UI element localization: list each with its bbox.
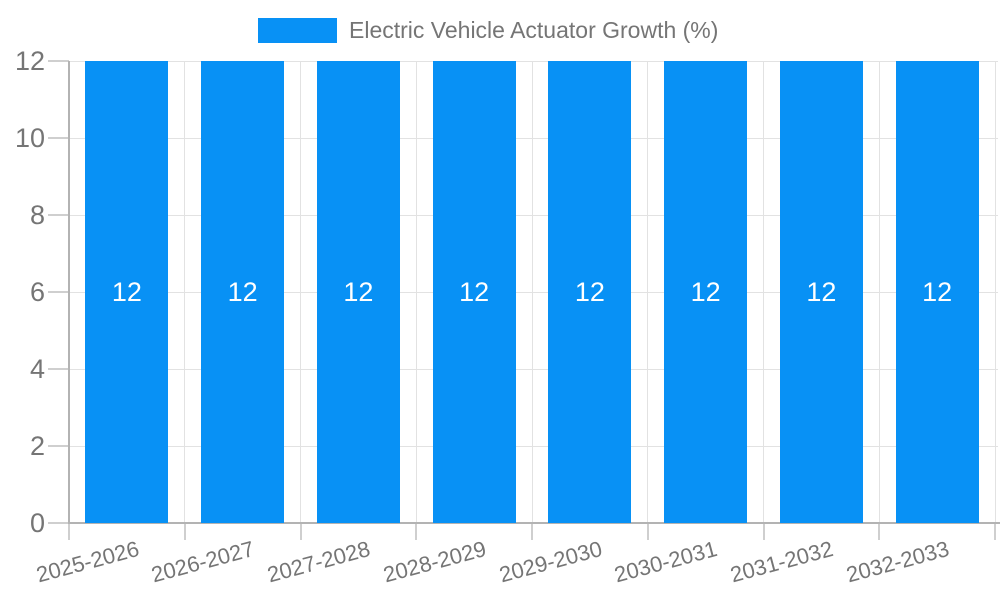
bar[interactable] xyxy=(85,61,169,523)
x-axis-line xyxy=(68,522,1000,524)
y-axis-label: 6 xyxy=(29,277,45,307)
y-tick xyxy=(48,214,69,216)
legend-label: Electric Vehicle Actuator Growth (%) xyxy=(349,17,719,43)
bar-value-label: 12 xyxy=(111,277,142,307)
v-gridline xyxy=(647,61,649,523)
x-axis-label: 2025-2026 xyxy=(33,536,142,588)
bar-value-label: 12 xyxy=(690,277,721,307)
v-gridline xyxy=(300,61,301,523)
y-axis-label: 12 xyxy=(14,46,45,76)
bar[interactable] xyxy=(779,61,863,523)
x-tick xyxy=(415,523,418,540)
x-axis-label: 2026-2027 xyxy=(148,536,258,588)
h-gridline xyxy=(69,137,998,139)
x-axis-label: 2030-2031 xyxy=(611,536,721,588)
x-tick xyxy=(68,523,70,540)
y-tick xyxy=(48,522,69,524)
bar-value-label: 12 xyxy=(227,277,258,307)
x-tick xyxy=(183,523,186,540)
x-tick xyxy=(878,523,881,540)
x-axis-label: 2032-2033 xyxy=(843,536,952,588)
y-tick xyxy=(48,60,69,62)
y-tick xyxy=(48,291,69,293)
x-axis-label: 2028-2029 xyxy=(380,536,489,588)
v-gridline xyxy=(531,61,533,523)
v-gridline xyxy=(763,61,764,523)
x-axis-label: 2029-2030 xyxy=(496,536,605,588)
x-axis-label: 2027-2028 xyxy=(264,536,373,588)
bar[interactable] xyxy=(895,61,979,523)
y-tick xyxy=(48,445,69,447)
bar-value-label: 12 xyxy=(459,277,490,307)
v-gridline xyxy=(994,61,996,523)
x-tick xyxy=(646,523,649,540)
v-gridline xyxy=(184,61,186,523)
bar[interactable] xyxy=(201,61,285,523)
bar-value-label: 12 xyxy=(343,277,374,307)
h-gridline xyxy=(69,291,998,293)
bar[interactable] xyxy=(432,61,516,523)
bar[interactable] xyxy=(548,61,632,523)
bar-value-label: 12 xyxy=(806,277,837,307)
v-gridline xyxy=(415,61,417,523)
y-axis-label: 10 xyxy=(14,123,45,153)
x-tick xyxy=(531,523,533,540)
legend-swatch xyxy=(258,18,337,43)
h-gridline xyxy=(69,368,998,370)
y-axis-label: 4 xyxy=(29,354,45,384)
y-tick xyxy=(48,137,69,139)
h-gridline xyxy=(69,60,998,62)
x-tick xyxy=(994,523,996,540)
bar-value-label: 12 xyxy=(574,277,605,307)
h-gridline xyxy=(69,445,998,447)
y-tick xyxy=(48,368,69,370)
y-axis-line xyxy=(68,61,70,523)
bar[interactable] xyxy=(664,61,748,523)
legend[interactable]: Electric Vehicle Actuator Growth (%) xyxy=(258,17,719,43)
v-gridline xyxy=(878,61,880,523)
x-axis-label: 2031-2032 xyxy=(727,536,836,588)
y-axis-label: 8 xyxy=(29,200,45,230)
bar-value-label: 12 xyxy=(922,277,953,307)
bar[interactable] xyxy=(316,61,400,523)
y-axis-label: 0 xyxy=(29,508,45,538)
x-tick xyxy=(299,523,302,540)
h-gridline xyxy=(69,214,998,216)
y-axis-label: 2 xyxy=(29,431,45,461)
x-tick xyxy=(762,523,765,540)
